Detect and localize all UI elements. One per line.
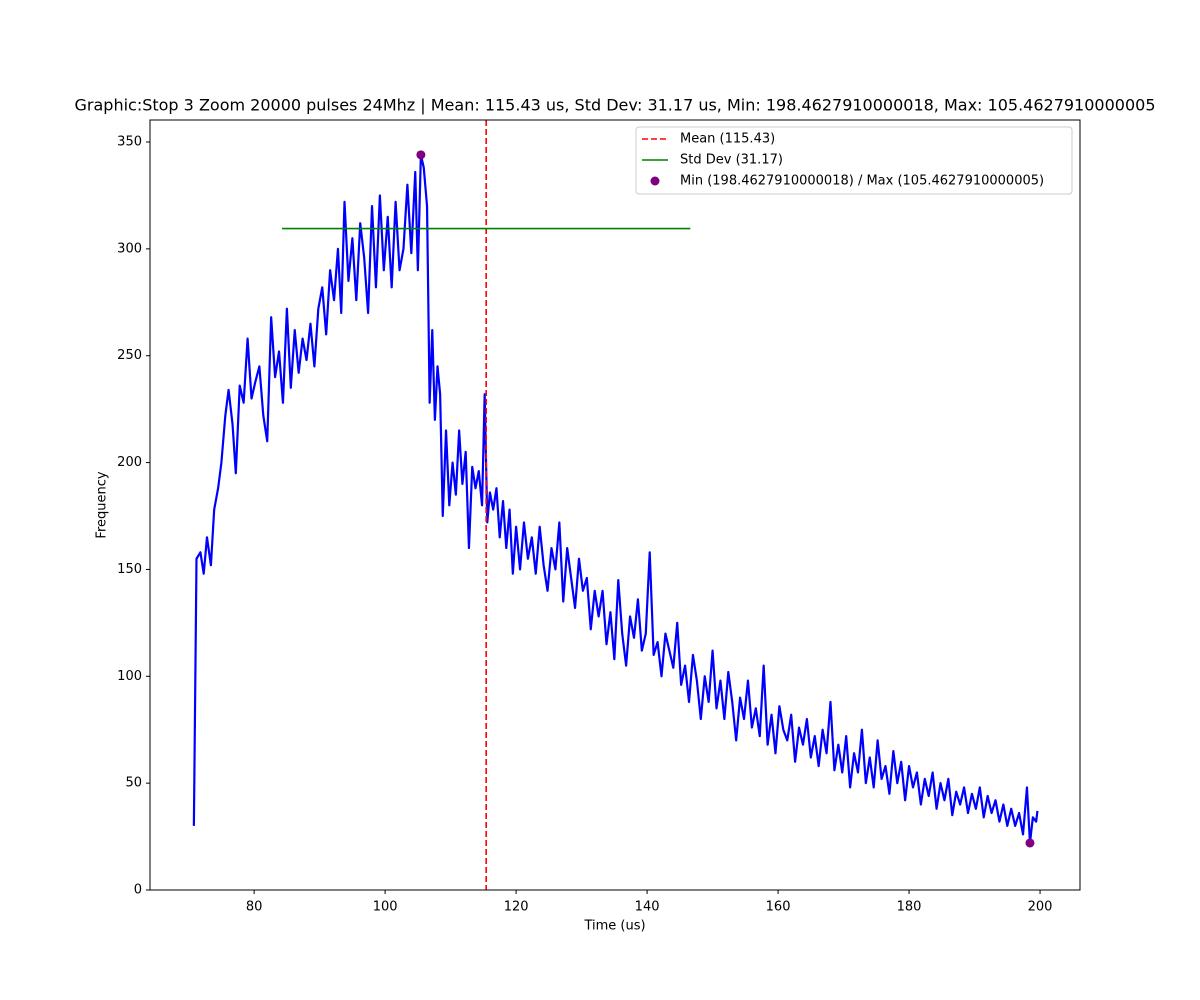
min-max-marker [416,150,426,160]
legend-marker [650,176,660,186]
y-tick-label: 50 [125,776,142,791]
data-line [192,153,1039,845]
y-tick-label: 350 [117,135,142,150]
y-tick-label: 300 [117,241,142,256]
y-axis-label: Frequency [95,471,110,538]
axes-frame [149,119,1081,891]
x-tick-label: 80 [246,900,263,915]
y-tick-label: 0 [134,883,142,898]
x-tick-label: 200 [1028,900,1053,915]
chart-title: Graphic:Stop 3 Zoom 20000 pulses 24Mhz |… [75,96,1156,115]
y-tick-label: 100 [117,669,142,684]
x-axis-label: Time (us) [583,919,645,934]
y-tick-label: 250 [117,348,142,363]
y-tick-label: 200 [117,455,142,470]
x-tick-label: 180 [897,900,922,915]
x-tick-label: 120 [504,900,529,915]
min-max-marker [1025,838,1035,848]
legend-label: Mean (115.43) [680,132,775,147]
legend-box [635,126,1073,195]
legend-label: Min (198.4627910000018) / Max (105.46279… [680,174,1044,189]
x-tick-label: 140 [635,900,660,915]
legend-label: Std Dev (31.17) [680,153,783,168]
y-tick-label: 150 [117,562,142,577]
x-tick-label: 100 [373,900,398,915]
x-tick-label: 160 [766,900,791,915]
